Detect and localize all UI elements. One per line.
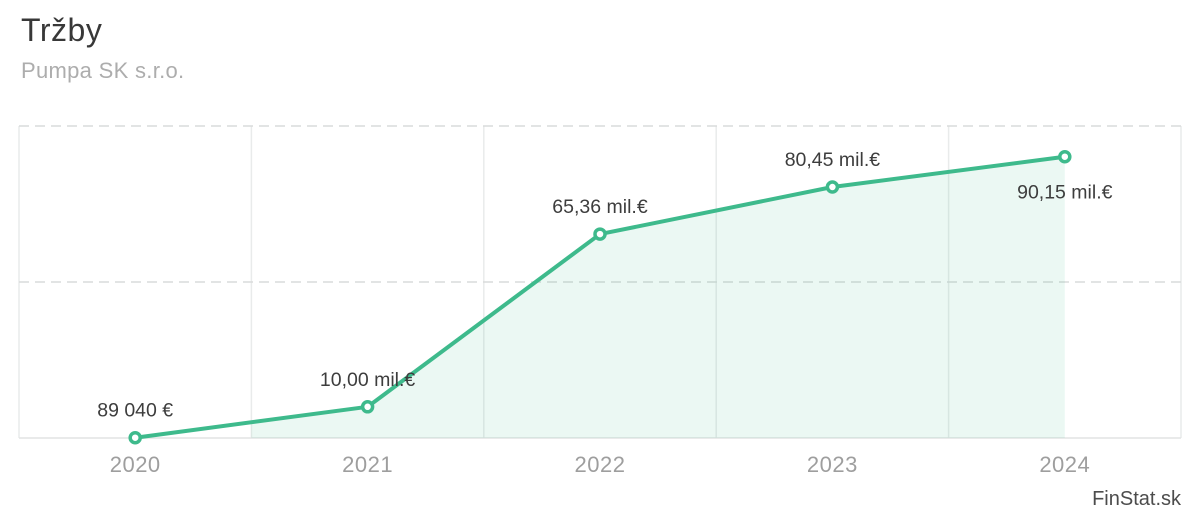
point-value-label: 65,36 mil.€ bbox=[552, 196, 648, 218]
area-fill bbox=[251, 156, 1065, 438]
finstat-watermark-link[interactable]: FinStat.sk bbox=[1092, 488, 1181, 510]
point-value-label: 90,15 mil.€ bbox=[1017, 182, 1113, 204]
data-point-2021[interactable] bbox=[360, 400, 375, 414]
chart-header: Tržby Pumpa SK s.r.o. bbox=[21, 12, 184, 84]
x-axis-label-2024: 2024 bbox=[1039, 452, 1090, 477]
x-axis-label-2023: 2023 bbox=[807, 452, 858, 477]
data-point-2024[interactable] bbox=[1058, 149, 1072, 164]
x-axis-label-2020: 2020 bbox=[110, 452, 161, 477]
data-point-2023[interactable] bbox=[825, 180, 840, 194]
point-value-label: 10,00 mil.€ bbox=[320, 369, 416, 391]
page-title: Tržby bbox=[21, 12, 103, 48]
point-value-label: 80,45 mil.€ bbox=[785, 149, 881, 171]
point-value-label: 89 040 € bbox=[97, 400, 173, 422]
x-axis-label-2021: 2021 bbox=[342, 452, 393, 477]
x-axis-label-2022: 2022 bbox=[575, 452, 626, 477]
data-point-2022[interactable] bbox=[593, 227, 607, 241]
company-subtitle: Pumpa SK s.r.o. bbox=[21, 58, 185, 83]
data-point-2020[interactable] bbox=[128, 430, 142, 445]
